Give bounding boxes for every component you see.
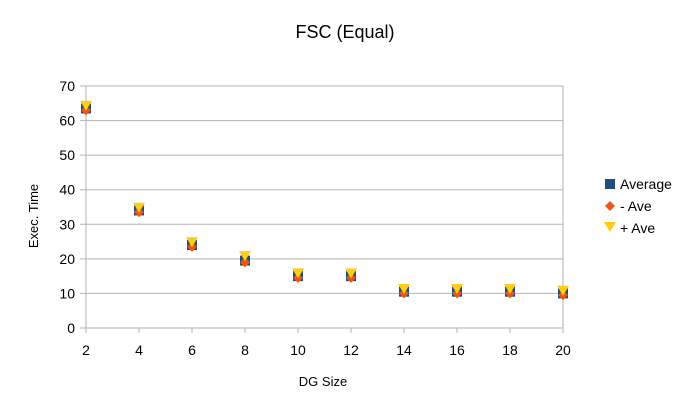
data-point-ave: [292, 268, 304, 279]
data-point-ave: [239, 251, 251, 262]
legend-label: - Ave: [620, 198, 652, 214]
y-tick-label: 60: [59, 113, 75, 129]
y-tick-label: 30: [59, 216, 75, 232]
x-tick-label: 16: [449, 342, 465, 358]
y-tick-label: 70: [59, 78, 75, 94]
x-tick-label: 20: [555, 342, 571, 358]
y-tick-label: 40: [59, 182, 75, 198]
legend-marker-average: [605, 179, 615, 189]
x-tick-label: 10: [290, 342, 306, 358]
x-tick-label: 4: [135, 342, 143, 358]
legend-item-ave: + Ave: [604, 220, 655, 236]
legend: Average - Ave + Ave: [604, 176, 672, 236]
y-tick-labels: 0 10 20 30 40 50 60 70: [59, 78, 75, 336]
y-tick-label: 20: [59, 251, 75, 267]
legend-marker-ave: [604, 222, 616, 232]
data-point-ave: [133, 202, 145, 213]
data-point-ave: [504, 283, 516, 294]
y-tick-label: 10: [59, 285, 75, 301]
axes: [85, 86, 564, 333]
data-point-ave: [451, 283, 463, 294]
x-tick-label: 8: [241, 342, 249, 358]
x-axis-label: DG Size: [299, 374, 347, 389]
y-axis-label: Exec. Time: [26, 184, 41, 248]
x-tick-label: 2: [82, 342, 90, 358]
legend-item-ave: - Ave: [605, 198, 652, 214]
legend-label: + Ave: [620, 220, 655, 236]
data-point-ave: [345, 268, 357, 279]
y-tick-label: 0: [67, 320, 75, 336]
data-point-ave: [186, 237, 198, 248]
x-tick-labels: 2 4 6 8 10 12 14 16 18 20: [82, 342, 571, 358]
x-tick-label: 6: [188, 342, 196, 358]
legend-label: Average: [620, 176, 672, 192]
data-point-ave: [557, 285, 569, 296]
legend-marker-ave: [605, 201, 615, 211]
x-tick-label: 14: [396, 342, 412, 358]
grid-lines: [80, 85, 563, 329]
data-point-ave: [398, 283, 410, 294]
chart-title: FSC (Equal): [295, 22, 394, 42]
x-tick-label: 12: [343, 342, 359, 358]
legend-item-average: Average: [605, 176, 672, 192]
data-point-ave: [80, 100, 92, 111]
data-point-ave: [240, 257, 250, 268]
y-tick-label: 50: [59, 147, 75, 163]
x-tick-label: 18: [502, 342, 518, 358]
data-points: [80, 100, 569, 301]
